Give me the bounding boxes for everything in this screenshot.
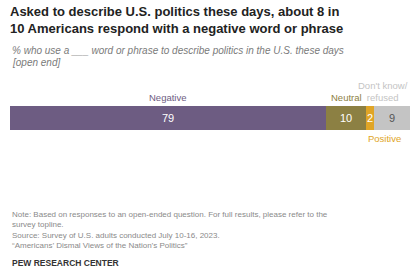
svg-text:survey topline.: survey topline. <box>12 220 64 229</box>
svg-text:2: 2 <box>367 112 373 124</box>
svg-text:79: 79 <box>162 112 174 124</box>
svg-text:Negative: Negative <box>149 92 187 103</box>
svg-text:9: 9 <box>389 112 395 124</box>
svg-text:Source: Survey of U.S. adults: Source: Survey of U.S. adults conducted … <box>12 231 220 240</box>
svg-text:PEW RESEARCH CENTER: PEW RESEARCH CENTER <box>12 258 119 268</box>
svg-text:[open end]: [open end] <box>12 57 60 68</box>
svg-text:Asked to describe U.S. politic: Asked to describe U.S. politics these da… <box>10 4 343 36</box>
svg-text:% who use a ___ word or phrase: % who use a ___ word or phrase to descri… <box>12 45 344 56</box>
svg-text:Neutral: Neutral <box>331 92 362 103</box>
svg-text:10: 10 <box>340 112 352 124</box>
svg-text:Don't know/refused: Don't know/refused <box>358 80 408 103</box>
svg-text:Positive: Positive <box>368 133 401 144</box>
svg-text:Note: Based on responses to an: Note: Based on responses to an open-ende… <box>12 210 328 219</box>
svg-text:“Americans’ Dismal Views of th: “Americans’ Dismal Views of the Nation’s… <box>12 241 188 250</box>
